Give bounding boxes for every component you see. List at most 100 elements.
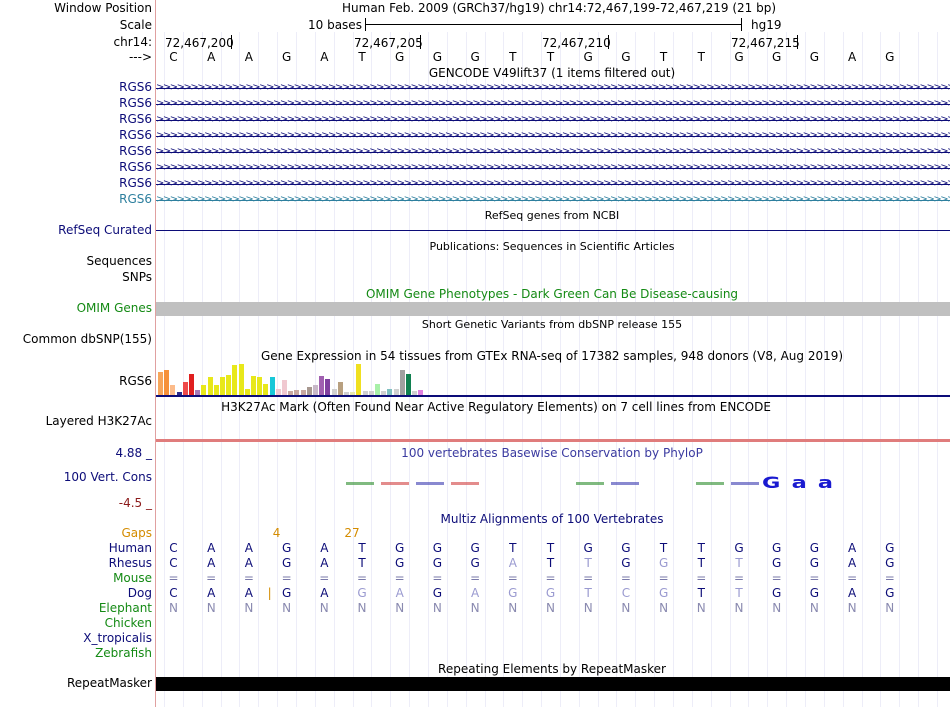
gencode-transcript[interactable]: >>>>>>>>>>>>>>>>>>>>>>>>>>>>>>>>>>>>>>>>… (156, 82, 950, 93)
species-label[interactable]: Human (108, 541, 152, 555)
gtex-tissue-bar[interactable] (356, 364, 362, 395)
gencode-transcript[interactable]: >>>>>>>>>>>>>>>>>>>>>>>>>>>>>>>>>>>>>>>>… (156, 146, 950, 157)
gtex-tissue-bar[interactable] (244, 389, 250, 395)
gtex-tissue-bar[interactable] (306, 387, 312, 395)
alignment-row[interactable]: C A A | G A G A G A G G T C G T T G G A G (156, 586, 950, 600)
gtex-bar-chart[interactable] (156, 363, 950, 395)
gtex-tissue-bar[interactable] (288, 391, 294, 395)
gencode-label[interactable]: RGS6 (119, 144, 152, 158)
alignment-row[interactable]: = = = = = = = = = = = = = = = = = = = = (156, 571, 950, 585)
gencode-label[interactable]: RGS6 (119, 176, 152, 190)
phylop-glyph (346, 482, 374, 485)
phylop-glyphs[interactable]: Gaa (156, 468, 950, 492)
gtex-tissue-bar[interactable] (213, 385, 219, 395)
species-label[interactable]: Chicken (104, 616, 152, 630)
gtex-tissue-bar[interactable] (170, 385, 176, 395)
gencode-transcript[interactable]: >>>>>>>>>>>>>>>>>>>>>>>>>>>>>>>>>>>>>>>>… (156, 162, 950, 173)
gtex-tissue-bar[interactable] (393, 389, 399, 395)
gtex-tissue-bar[interactable] (263, 384, 269, 395)
gtex-tissue-bar[interactable] (344, 392, 349, 395)
gtex-tissue-bar[interactable] (201, 385, 207, 395)
species-label[interactable]: Mouse (113, 571, 152, 585)
gtex-tissue-bar[interactable] (294, 390, 300, 395)
gencode-transcript[interactable]: >>>>>>>>>>>>>>>>>>>>>>>>>>>>>>>>>>>>>>>>… (156, 194, 950, 205)
omim-label[interactable]: OMIM Genes (76, 301, 152, 315)
gencode-transcript[interactable]: >>>>>>>>>>>>>>>>>>>>>>>>>>>>>>>>>>>>>>>>… (156, 114, 950, 125)
reference-base: G (432, 50, 443, 64)
gtex-tissue-bar[interactable] (195, 390, 201, 395)
gtex-tissue-bar[interactable] (313, 385, 318, 395)
gtex-tissue-bar[interactable] (418, 390, 424, 395)
gtex-tissue-bar[interactable] (381, 391, 387, 395)
gtex-tissue-bar[interactable] (387, 389, 393, 395)
gencode-label[interactable]: RGS6 (119, 96, 152, 110)
h3k27ac-signal[interactable] (156, 439, 950, 442)
gencode-label[interactable]: RGS6 (119, 128, 152, 142)
gtex-tissue-bar[interactable] (399, 370, 405, 395)
species-label[interactable]: X_tropicalis (83, 631, 152, 645)
tracks-panel[interactable]: Human Feb. 2009 (GRCh37/hg19) chr14:72,4… (156, 0, 950, 707)
omim-gene-bar[interactable] (156, 302, 950, 316)
gtex-tissue-bar[interactable] (350, 392, 356, 395)
gtex-tissue-bar[interactable] (269, 377, 275, 395)
aligned-base: C (621, 586, 631, 600)
h3k27ac-label[interactable]: Layered H3K27Ac (45, 414, 152, 428)
gtex-tissue-bar[interactable] (331, 389, 337, 395)
gtex-tissue-bar[interactable] (325, 379, 331, 395)
gtex-tissue-bar[interactable] (158, 372, 163, 395)
gtex-tissue-bar[interactable] (232, 365, 238, 395)
gtex-tissue-bar[interactable] (275, 389, 281, 395)
gtex-tissue-bar[interactable] (207, 377, 213, 395)
gencode-label[interactable]: RGS6 (119, 160, 152, 174)
grid-line (711, 32, 712, 707)
gtex-tissue-bar[interactable] (282, 380, 287, 395)
gencode-transcript[interactable]: >>>>>>>>>>>>>>>>>>>>>>>>>>>>>>>>>>>>>>>>… (156, 98, 950, 109)
refseq-label[interactable]: RefSeq Curated (58, 223, 152, 237)
aligned-base: = (470, 571, 481, 585)
species-label[interactable]: Rhesus (108, 556, 152, 570)
gencode-label[interactable]: RGS6 (119, 80, 152, 94)
repeatmasker-label[interactable]: RepeatMasker (66, 676, 152, 690)
gtex-tissue-bar[interactable] (319, 376, 325, 395)
sequences-label[interactable]: Sequences (86, 254, 152, 268)
gtex-tissue-bar[interactable] (226, 375, 232, 395)
grid-line (937, 32, 938, 707)
aligned-base: G (281, 586, 292, 600)
gtex-tissue-bar[interactable] (375, 384, 380, 395)
grid-line (616, 32, 617, 707)
gtex-tissue-bar[interactable] (362, 391, 368, 395)
gtex-tissue-bar[interactable] (164, 370, 170, 395)
gtex-label[interactable]: RGS6 (119, 374, 152, 388)
species-label[interactable]: Dog (127, 586, 152, 600)
species-label[interactable]: Elephant (98, 601, 152, 615)
gtex-tissue-bar[interactable] (337, 382, 343, 395)
gtex-tissue-bar[interactable] (176, 392, 182, 395)
gencode-transcript[interactable]: >>>>>>>>>>>>>>>>>>>>>>>>>>>>>>>>>>>>>>>>… (156, 178, 950, 189)
dbsnp-label[interactable]: Common dbSNP(155) (22, 332, 152, 346)
scale-bar (365, 24, 741, 25)
aligned-base: = (620, 571, 631, 585)
gtex-tissue-bar[interactable] (257, 377, 263, 395)
gtex-tissue-bar[interactable] (238, 364, 244, 395)
gencode-label[interactable]: RGS6 (119, 192, 152, 206)
gtex-tissue-bar[interactable] (406, 374, 411, 395)
gtex-tissue-bar[interactable] (189, 374, 194, 395)
gencode-transcript[interactable]: >>>>>>>>>>>>>>>>>>>>>>>>>>>>>>>>>>>>>>>>… (156, 130, 950, 141)
snps-label[interactable]: SNPs (122, 270, 152, 284)
species-label[interactable]: Zebrafish (95, 646, 152, 660)
gtex-tissue-bar[interactable] (368, 391, 374, 395)
gencode-label[interactable]: RGS6 (119, 112, 152, 126)
gtex-tissue-bar[interactable] (182, 382, 188, 395)
gtex-tissue-bar[interactable] (412, 391, 418, 395)
gtex-tissue-bar[interactable] (251, 376, 256, 395)
gtex-tissue-bar[interactable] (220, 377, 225, 395)
grid-line (824, 32, 825, 707)
aligned-base: G (357, 586, 367, 600)
phylop-label[interactable]: 100 Vert. Cons (63, 470, 152, 484)
gtex-tissue-bar[interactable] (300, 390, 306, 395)
refseq-gene-line[interactable] (156, 230, 950, 231)
repeatmasker-bar[interactable] (156, 677, 950, 691)
